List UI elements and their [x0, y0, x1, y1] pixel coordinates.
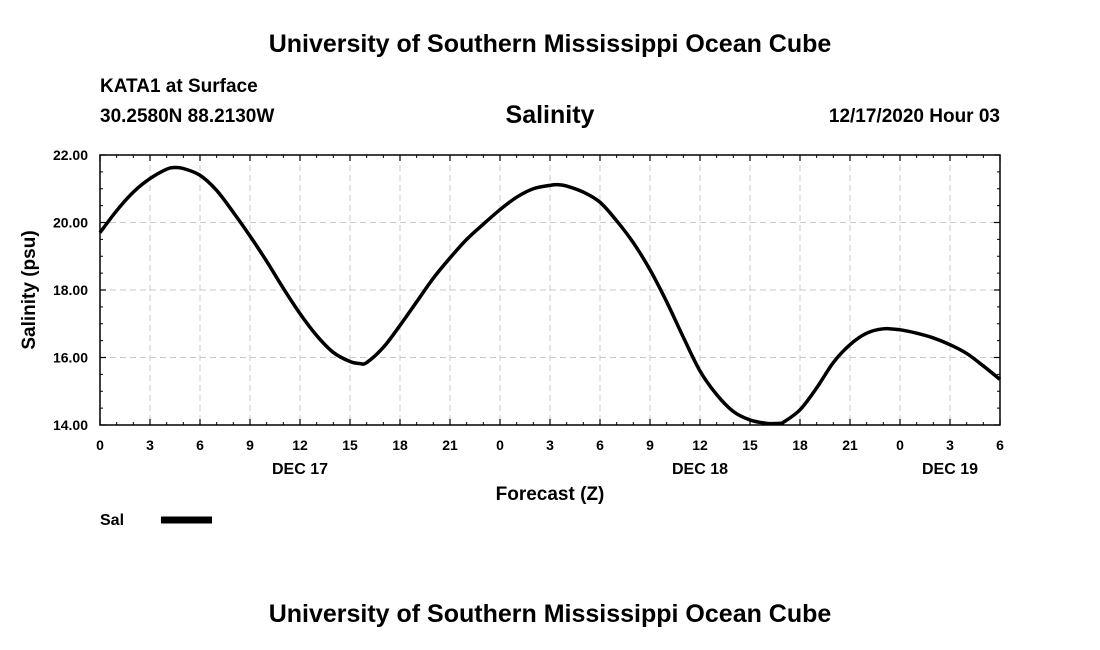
y-tick-labels: 14.00 16.00 18.00 20.00 22.00	[53, 147, 88, 433]
date-label: DEC 17	[272, 461, 328, 478]
x-tick-label: 15	[342, 437, 358, 453]
date-label: DEC 18	[672, 461, 728, 478]
date-labels: DEC 17 DEC 18 DEC 19	[272, 461, 978, 478]
x-tick-label: 21	[442, 437, 458, 453]
x-tick-label: 18	[792, 437, 808, 453]
major-ticks	[99, 154, 1001, 426]
x-tick-label: 6	[596, 437, 604, 453]
y-tick-label: 20.00	[53, 215, 88, 231]
station-label: KATA1 at Surface	[100, 76, 258, 97]
x-tick-label: 6	[196, 437, 204, 453]
x-tick-label: 6	[996, 437, 1004, 453]
variable-title: Salinity	[505, 101, 595, 129]
series-line-sal	[98, 165, 1002, 426]
series-layer	[98, 165, 1002, 426]
x-tick-label: 21	[842, 437, 858, 453]
date-label: DEC 19	[922, 461, 978, 478]
y-tick-label: 16.00	[53, 350, 88, 366]
x-tick-label: 0	[496, 437, 504, 453]
forecast-datetime: 12/17/2020 Hour 03	[828, 106, 1000, 127]
legend: Sal	[100, 512, 212, 529]
x-tick-label: 3	[146, 437, 154, 453]
footer-title: University of Southern Mississippi Ocean…	[268, 600, 832, 628]
y-tick-label: 18.00	[53, 282, 88, 298]
grid-lines	[100, 155, 1000, 425]
x-tick-label: 15	[742, 437, 758, 453]
x-tick-label: 9	[646, 437, 654, 453]
x-tick-label: 18	[392, 437, 408, 453]
x-tick-labels: 0 3 6 9 12 15 18 21 0 3 6 9 12 15 18 21 0 3 6	[96, 437, 1004, 453]
x-tick-label: 9	[246, 437, 254, 453]
x-tick-label: 12	[692, 437, 708, 453]
y-tick-label: 22.00	[53, 147, 88, 163]
x-tick-label: 12	[292, 437, 308, 453]
x-axis-label: Forecast (Z)	[496, 484, 605, 505]
coordinates-label: 30.2580N 88.2130W	[100, 106, 275, 127]
x-tick-label: 0	[96, 437, 104, 453]
y-axis-label: Salinity (psu)	[19, 230, 40, 349]
x-tick-label: 3	[946, 437, 954, 453]
legend-label: Sal	[100, 512, 124, 529]
y-tick-label: 14.00	[53, 417, 88, 433]
x-tick-label: 0	[896, 437, 904, 453]
plot-frame	[99, 154, 1001, 426]
x-tick-label: 3	[546, 437, 554, 453]
page-title: University of Southern Mississippi Ocean…	[268, 30, 832, 58]
